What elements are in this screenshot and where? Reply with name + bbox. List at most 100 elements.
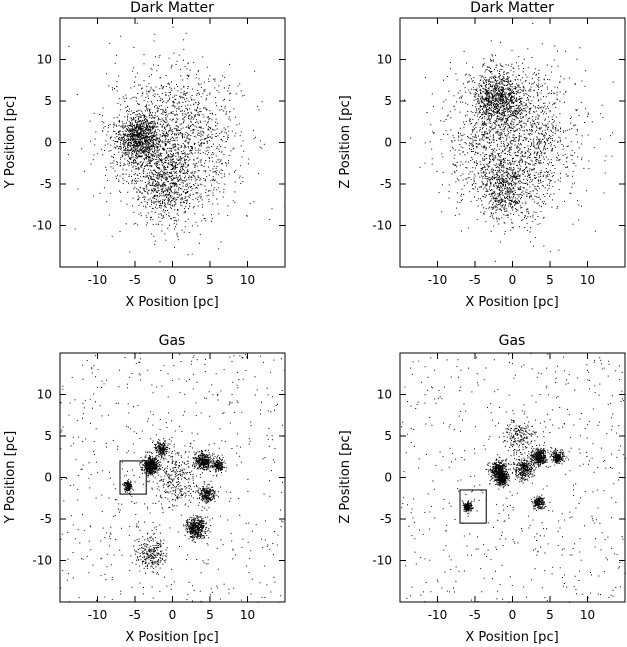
scatter-point <box>157 223 159 225</box>
scatter-point <box>177 129 179 131</box>
scatter-point <box>511 115 513 117</box>
scatter-point <box>213 180 215 182</box>
scatter-point <box>145 135 147 137</box>
scatter-point <box>197 90 199 91</box>
scatter-point <box>186 98 188 100</box>
scatter-point <box>516 104 518 106</box>
scatter-point <box>170 164 172 166</box>
scatter-point <box>470 151 472 153</box>
scatter-point <box>445 119 447 120</box>
scatter-point <box>182 127 184 129</box>
scatter-point <box>193 172 195 174</box>
scatter-point <box>130 138 132 140</box>
scatter-point <box>130 136 131 138</box>
scatter-point <box>173 201 175 202</box>
scatter-point <box>152 134 154 136</box>
scatter-point <box>491 170 493 172</box>
scatter-point <box>253 201 255 203</box>
scatter-point <box>545 203 547 205</box>
scatter-point <box>443 120 445 122</box>
scatter-point <box>197 150 199 152</box>
scatter-point <box>480 95 482 97</box>
scatter-point <box>194 125 196 127</box>
scatter-point <box>470 160 472 161</box>
scatter-point <box>174 165 176 167</box>
scatter-point <box>166 156 167 158</box>
scatter-point <box>465 167 467 169</box>
scatter-point <box>530 163 531 165</box>
scatter-point <box>138 127 140 129</box>
scatter-point <box>149 140 151 142</box>
scatter-point <box>127 154 129 156</box>
scatter-point <box>137 103 139 105</box>
scatter-point <box>509 162 511 164</box>
scatter-point <box>545 148 546 150</box>
scatter-point <box>123 147 124 149</box>
scatter-point <box>497 131 499 133</box>
scatter-point <box>149 143 151 145</box>
scatter-point <box>529 196 531 197</box>
scatter-point <box>107 131 109 133</box>
scatter-point <box>119 165 121 167</box>
scatter-point <box>131 118 133 120</box>
scatter-point <box>149 150 151 152</box>
scatter-point <box>527 180 529 181</box>
scatter-point <box>555 127 557 129</box>
scatter-point <box>492 155 494 157</box>
scatter-point <box>543 217 545 219</box>
scatter-point <box>163 194 165 196</box>
scatter-point <box>470 143 471 145</box>
scatter-point <box>210 136 212 138</box>
scatter-point <box>134 162 136 164</box>
scatter-point <box>218 248 220 250</box>
scatter-point <box>513 119 515 120</box>
scatter-point <box>146 124 147 126</box>
scatter-point <box>489 130 491 132</box>
scatter-point <box>191 88 193 90</box>
scatter-point <box>174 133 176 135</box>
scatter-point <box>171 89 173 91</box>
scatter-point <box>194 109 196 111</box>
scatter-point <box>601 104 603 106</box>
scatter-point <box>110 150 112 151</box>
scatter-point <box>130 113 132 115</box>
scatter-point <box>178 163 180 165</box>
scatter-point <box>167 194 169 196</box>
scatter-point <box>198 132 200 134</box>
scatter-point <box>160 184 162 186</box>
scatter-point <box>431 93 433 95</box>
scatter-point <box>568 128 570 130</box>
scatter-point <box>158 201 160 203</box>
scatter-point <box>542 217 544 219</box>
scatter-point <box>202 114 204 116</box>
scatter-point <box>160 213 162 215</box>
scatter-point <box>138 197 140 199</box>
scatter-point <box>174 204 176 206</box>
scatter-point <box>459 127 461 129</box>
scatter-point <box>120 104 122 106</box>
scatter-point <box>172 144 174 146</box>
scatter-point <box>150 169 152 171</box>
scatter-point <box>496 70 498 72</box>
scatter-point <box>525 123 527 125</box>
scatter-point <box>142 170 144 172</box>
scatter-point <box>210 131 212 133</box>
scatter-point <box>169 127 171 129</box>
scatter-point <box>612 81 614 83</box>
scatter-point <box>195 162 197 164</box>
scatter-point <box>547 128 549 130</box>
scatter-point <box>207 121 209 123</box>
scatter-point <box>504 148 506 150</box>
scatter-point <box>141 137 143 139</box>
scatter-point <box>502 118 504 120</box>
scatter-point <box>196 73 197 75</box>
scatter-point <box>189 158 191 160</box>
scatter-point <box>123 145 125 147</box>
scatter-point <box>153 151 155 153</box>
scatter-point <box>479 143 481 145</box>
scatter-point <box>499 203 501 205</box>
scatter-point <box>504 205 506 207</box>
scatter-point <box>548 174 550 176</box>
scatter-point <box>104 126 106 127</box>
